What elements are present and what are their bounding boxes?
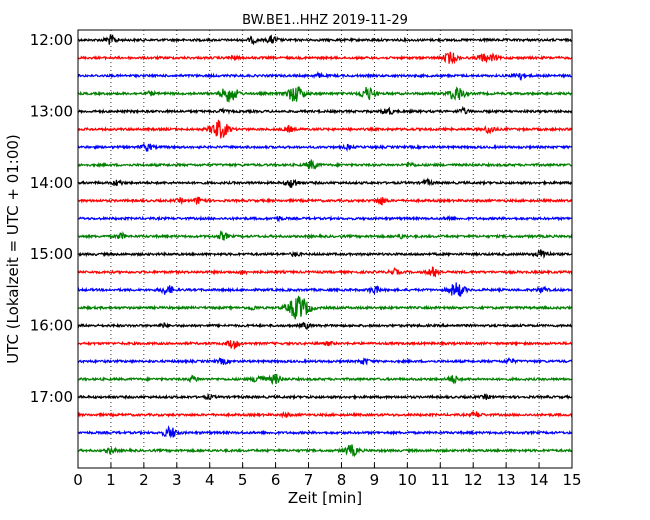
seismic-trace-1600 [77, 321, 573, 331]
x-tick-label: 7 [304, 471, 314, 489]
seismic-trace-1700 [77, 392, 573, 401]
y-tick-label: 12:00 [30, 31, 73, 49]
x-tick-label: 1 [106, 471, 116, 489]
y-axis-label: UTC (Lokalzeit = UTC + 01:00) [4, 134, 22, 364]
x-axis-ticks: 0 1 2 3 4 5 6 7 8 9 10 11 12 13 14 15 [73, 463, 582, 489]
x-tick-label: 8 [337, 471, 347, 489]
seismic-trace-1400 [77, 177, 573, 188]
seismic-trace-1645 [77, 373, 573, 386]
grid-lines [110, 30, 540, 468]
seismic-trace-1300 [77, 105, 573, 115]
seismic-trace-1715 [77, 410, 573, 419]
x-tick-label: 13 [497, 471, 516, 489]
y-tick-label: 15:00 [30, 245, 73, 263]
seismic-trace-1315 [77, 119, 573, 139]
seismic-trace-1215 [77, 51, 573, 65]
seismic-trace-1745 [77, 444, 573, 458]
seismic-trace-1230 [77, 70, 573, 81]
x-tick-label: 4 [205, 471, 215, 489]
seismic-trace-1530 [77, 282, 573, 297]
seismic-trace-1615 [77, 340, 573, 350]
x-tick-label: 12 [464, 471, 483, 489]
chart-title: BW.BE1..HHZ 2019-11-29 [242, 13, 408, 28]
x-tick-label: 10 [398, 471, 417, 489]
seismic-trace-1330 [77, 142, 573, 153]
seismic-trace-1515 [77, 266, 573, 278]
seismic-trace-1500 [77, 249, 573, 260]
x-tick-label: 6 [271, 471, 281, 489]
y-tick-label: 14:00 [30, 174, 73, 192]
y-tick-label: 16:00 [30, 317, 73, 335]
x-axis-label: Zeit [min] [288, 489, 362, 507]
x-tick-label: 2 [139, 471, 149, 489]
y-tick-label: 13:00 [30, 102, 73, 120]
x-tick-label: 9 [370, 471, 380, 489]
x-tick-label: 5 [238, 471, 248, 489]
y-tick-label: 17:00 [30, 388, 73, 406]
seismic-trace-1545 [77, 295, 573, 320]
x-tick-label: 14 [530, 471, 549, 489]
seismic-trace-1200 [77, 34, 573, 46]
seismic-trace-1430 [77, 214, 573, 223]
seismic-trace-1630 [77, 357, 573, 366]
plot-frame [77, 29, 573, 469]
x-tick-label: 0 [73, 471, 83, 489]
x-tick-label: 15 [562, 471, 581, 489]
seismic-trace-1415 [77, 196, 573, 206]
seismic-traces [77, 34, 573, 458]
y-axis-ticks: 12:00 13:00 14:00 15:00 16:00 17:00 [30, 31, 83, 406]
x-tick-label: 11 [431, 471, 450, 489]
seismic-trace-1345 [77, 159, 573, 170]
seismic-trace-1730 [77, 425, 573, 439]
x-tick-label: 3 [172, 471, 182, 489]
seismic-trace-1445 [77, 229, 573, 241]
seismic-trace-1245 [77, 85, 573, 103]
